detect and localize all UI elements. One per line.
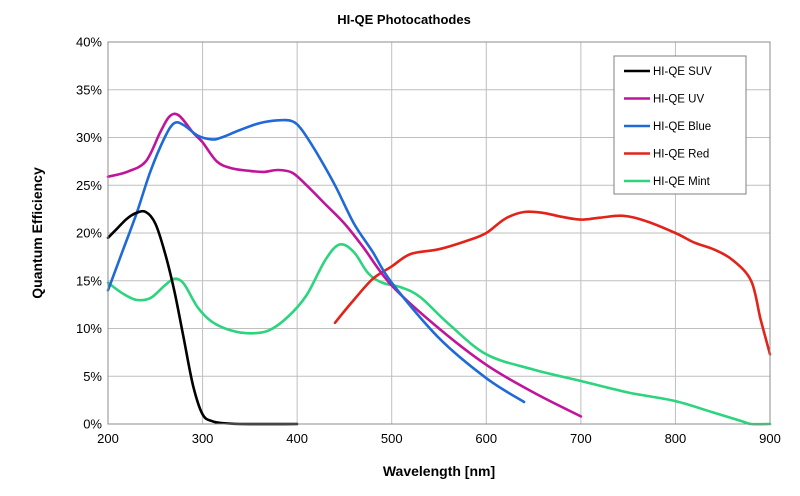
plot-frame <box>107 41 771 425</box>
y-tick-label: 5% <box>83 369 102 384</box>
series-layer <box>106 112 772 426</box>
x-tick-label: 400 <box>286 431 308 446</box>
y-tick-label: 0% <box>83 417 102 432</box>
chart-title: HI-QE Photocathodes <box>337 12 471 27</box>
x-tick-label: 200 <box>97 431 119 446</box>
x-tick-label: 800 <box>665 431 687 446</box>
series-line-hi-qe-red <box>333 210 772 356</box>
y-tick-label: 40% <box>76 35 102 50</box>
tick-labels: 200 300 400 500 600 700 800 900 0% 5% 10% 15% 20% 25%… <box>76 35 781 447</box>
x-axis-label: Wavelength [nm] <box>383 463 495 479</box>
series-line-hi-qe-blue <box>106 118 526 404</box>
y-tick-label: 25% <box>76 178 102 193</box>
y-axis-label: Quantum Efficiency <box>29 167 45 299</box>
legend-label-hi-qe-suv: HI-QE SUV <box>653 66 712 78</box>
legend: HI-QE SUV HI-QE UV HI-QE Blue HI-QE Red HI-Q… <box>613 55 747 195</box>
x-tick-label: 900 <box>759 431 781 446</box>
y-tick-label: 20% <box>76 226 102 241</box>
legend-label-hi-qe-blue: HI-QE Blue <box>653 121 711 133</box>
series-line-hi-qe-mint <box>106 242 772 426</box>
x-tick-label: 600 <box>475 431 497 446</box>
y-tick-label: 30% <box>76 130 102 145</box>
x-tick-label: 300 <box>192 431 214 446</box>
x-tick-label: 500 <box>381 431 403 446</box>
y-tick-label: 35% <box>76 82 102 97</box>
legend-label-hi-qe-red: HI-QE Red <box>653 149 709 161</box>
x-tick-label: 700 <box>570 431 592 446</box>
legend-label-hi-qe-uv: HI-QE UV <box>653 94 704 106</box>
y-tick-label: 15% <box>76 273 102 288</box>
series-line-hi-qe-uv <box>106 112 583 418</box>
y-tick-label: 10% <box>76 321 102 336</box>
series-line-hi-qe-suv <box>106 209 299 426</box>
legend-label-hi-qe-mint: HI-QE Mint <box>653 176 711 188</box>
